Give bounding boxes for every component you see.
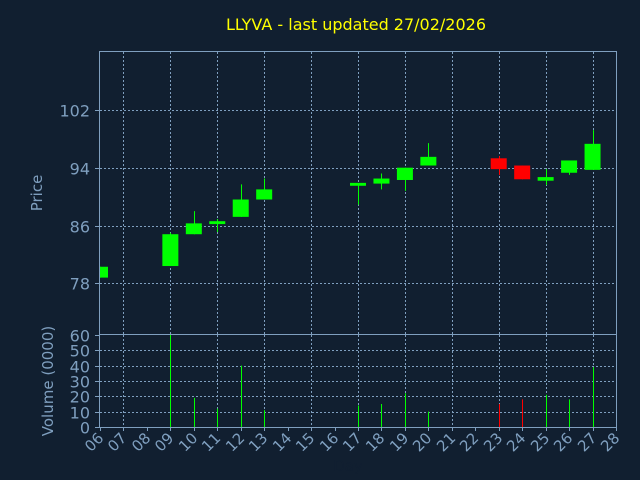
candle-body xyxy=(162,234,179,267)
candle-body xyxy=(100,266,108,278)
price-tick-label: 102 xyxy=(59,102,90,121)
volume-tick-label: 0 xyxy=(80,419,90,438)
volume-tick-label: 30 xyxy=(70,373,90,392)
x-tick-label: 11 xyxy=(198,429,224,455)
x-axis-label: Day xyxy=(333,457,363,475)
x-tick-label: 24 xyxy=(503,429,529,455)
x-tick-label: 18 xyxy=(362,429,388,455)
candle-body xyxy=(514,165,531,180)
candles xyxy=(100,130,601,278)
candle-body xyxy=(350,182,366,186)
candle-body xyxy=(490,158,507,170)
volume-tick-label: 40 xyxy=(70,358,90,377)
candle-body xyxy=(256,189,273,200)
candle-body xyxy=(561,160,578,173)
candle-body xyxy=(232,199,249,217)
price-y-tick-labels: 78 86 94 102 xyxy=(59,102,90,294)
price-axis-label: Price xyxy=(28,175,46,212)
candle-body xyxy=(185,223,202,235)
volume-tick-label: 50 xyxy=(70,342,90,361)
candle-body xyxy=(209,221,226,225)
price-tick-label: 86 xyxy=(70,218,90,237)
volume-grid xyxy=(95,335,616,428)
price-grid xyxy=(95,52,616,334)
candle-body xyxy=(396,167,413,180)
x-tick-label: 20 xyxy=(409,429,435,455)
volume-tick-label: 60 xyxy=(70,327,90,346)
volume-bars xyxy=(170,335,594,427)
volume-axis-label: Volume (0000) xyxy=(39,326,57,436)
chart-title: LLYVA - last updated 27/02/2026 xyxy=(226,15,486,34)
x-tick-label: 28 xyxy=(597,429,623,455)
candle-body xyxy=(537,177,554,181)
x-tick-label: 09 xyxy=(151,429,177,455)
volume-tick-label: 10 xyxy=(70,404,90,423)
price-tick-label: 78 xyxy=(70,275,90,294)
x-tick-label: 07 xyxy=(104,429,130,455)
candle-body xyxy=(584,143,601,170)
x-tick-label: 15 xyxy=(292,429,318,455)
x-tick-label: 13 xyxy=(245,429,271,455)
price-tick-label: 94 xyxy=(70,160,90,179)
candle-body xyxy=(373,178,390,184)
volume-tick-label: 20 xyxy=(70,388,90,407)
x-tick-labels: 0607080910111213141516171819202122232425… xyxy=(81,427,623,455)
candle-body xyxy=(420,156,437,166)
x-tick-label: 26 xyxy=(550,429,576,455)
x-tick-label: 22 xyxy=(456,429,482,455)
